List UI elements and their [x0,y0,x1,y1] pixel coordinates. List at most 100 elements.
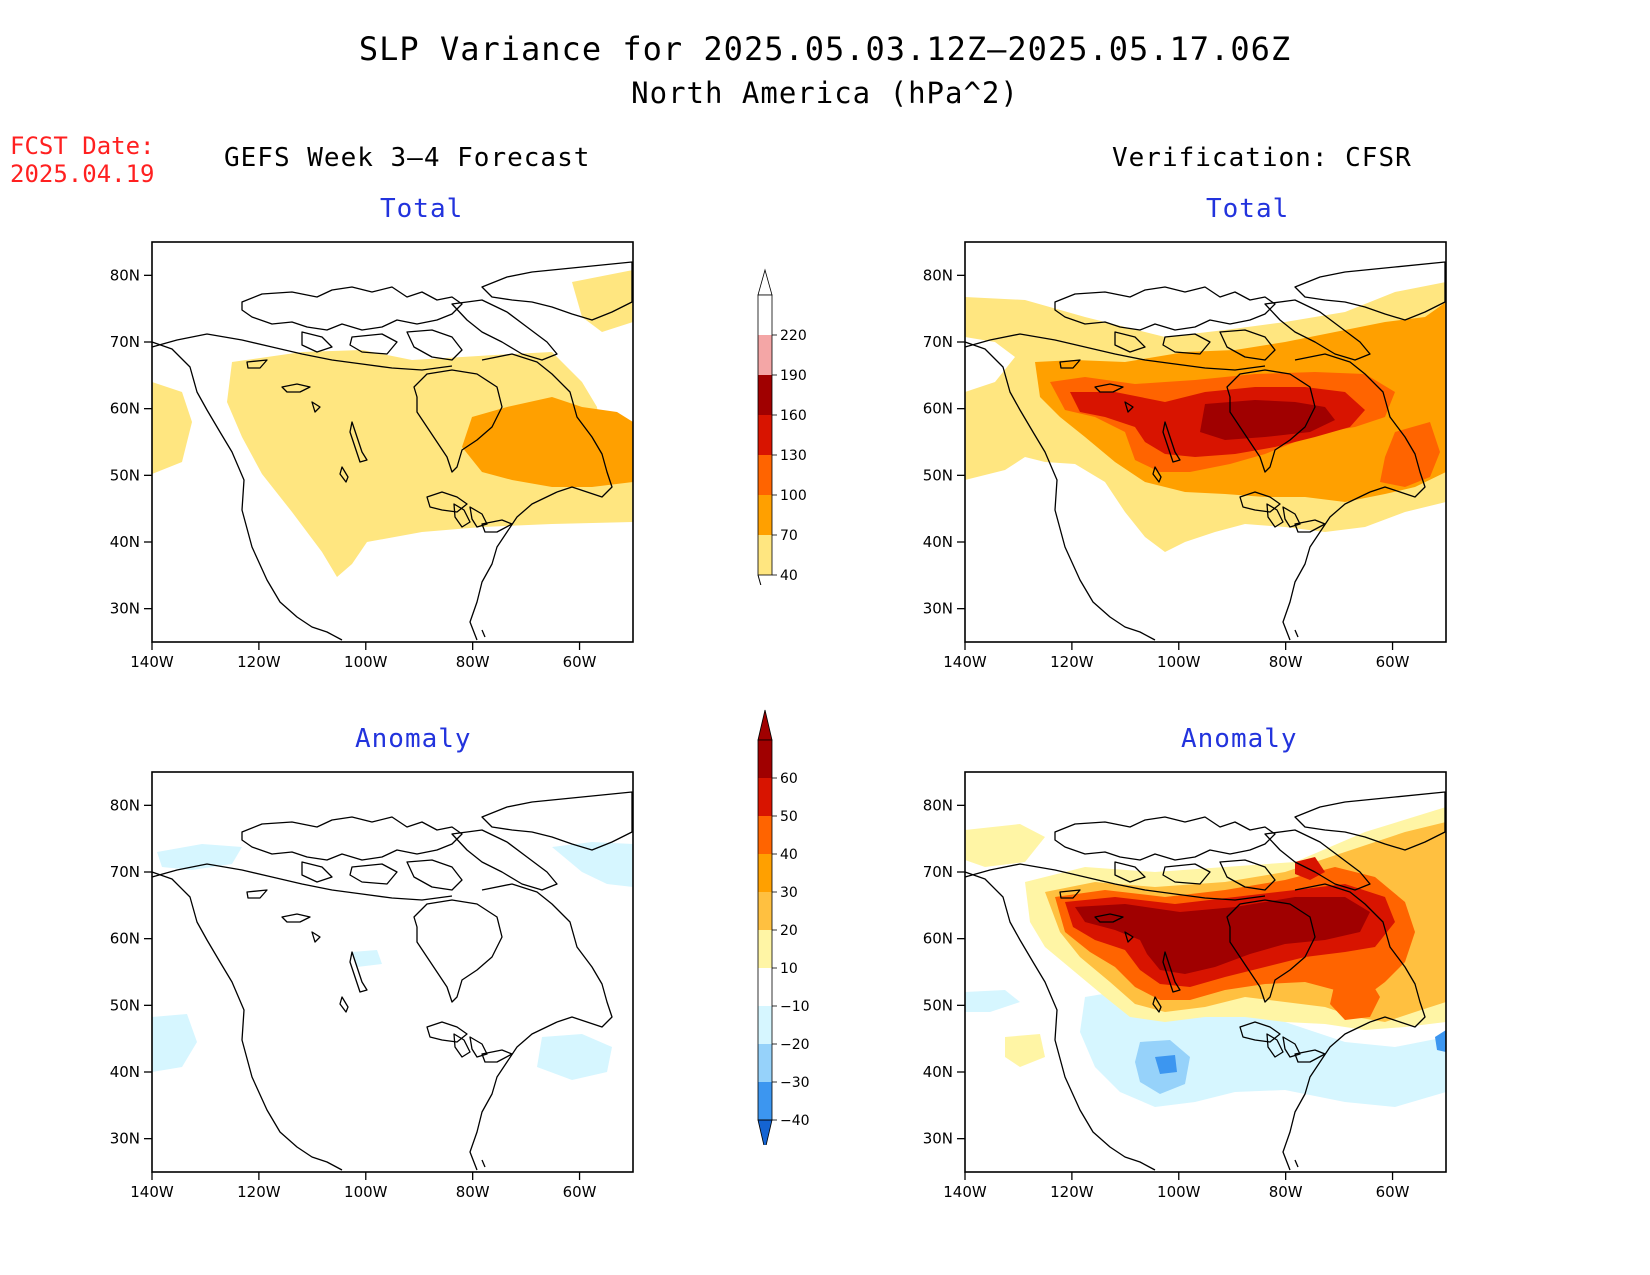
lon-label: 120W [237,1183,281,1201]
colorbar-label: −20 [780,1037,810,1053]
lon-label: 120W [1050,1183,1094,1201]
colorbar-segment [758,816,772,854]
colorbar-segment [758,892,772,930]
colorbar-segment [758,854,772,892]
lon-label: 80W [1269,653,1303,671]
panel-subtitle-gefs-total: Total [380,194,464,224]
lon-label: 80W [1269,1183,1303,1201]
colorbar-label: 30 [780,885,798,901]
colorbar-label: 70 [780,528,798,544]
lon-label: 100W [1157,1183,1201,1201]
lat-label: 80N [923,796,953,814]
axis-labels-cfsr-anomaly: 80N 70N 60N 50N 40N 30N 140W 120W 100W 80W 60W [923,796,1410,1201]
axis-labels-gefs-anomaly: 80N 70N 60N 50N 40N 30N 140W 120W 100W 80W 60W [110,796,597,1201]
lat-label: 50N [923,466,953,484]
colorbar-label: 220 [780,328,807,344]
lat-label: 60N [923,400,953,418]
colorbar-top-arrow [757,268,773,296]
lat-label: 70N [923,333,953,351]
lat-label: 70N [110,863,140,881]
colorbar-label: −10 [780,999,810,1015]
lon-label: 120W [1050,653,1094,671]
fcst-date-label: FCST Date: [10,132,155,160]
lat-label: 30N [923,600,953,618]
lat-label: 50N [110,996,140,1014]
colorbar-bottom-arrow [757,574,762,585]
fcst-date-value: 2025.04.19 [10,160,155,188]
colorbar-label: 160 [780,408,807,424]
variance-shading [152,270,633,577]
lat-label: 50N [923,996,953,1014]
colorbar-segment [758,375,772,415]
lon-label: 60W [563,1183,597,1201]
lon-label: 60W [1376,1183,1410,1201]
main-title: SLP Variance for 2025.05.03.12Z–2025.05.… [358,30,1292,68]
axis-labels-gefs-total: 80N 70N 60N 50N 40N 30N 140W 120W 100W 80W 60W [110,266,597,671]
right-column-title: Verification: CFSR [1112,143,1412,173]
lon-label: 100W [344,653,388,671]
colorbar-segment [758,455,772,495]
colorbar-label: 50 [780,809,798,825]
left-column-title: GEFS Week 3–4 Forecast [224,143,591,173]
lat-label: 80N [110,266,140,284]
colorbar-total: 220 190 160 130 100 70 40 [757,268,807,585]
colorbar-label: 20 [780,923,798,939]
lat-label: 80N [110,796,140,814]
panel-subtitle-cfsr-total: Total [1206,194,1290,224]
map-panel-cfsr-total [964,241,1447,643]
lon-label: 80W [456,1183,490,1201]
colorbar-label: 40 [780,847,798,863]
colorbar-segment [758,778,772,816]
colorbar-segment [758,495,772,535]
colorbar-top-arrow [757,709,773,741]
map-panel-gefs-total [151,241,634,643]
colorbar-anomaly: 60 50 40 30 20 10 −10 −20 −30 −40 [757,709,810,1145]
colorbar-label: −30 [780,1075,810,1091]
lat-label: 50N [110,466,140,484]
colorbar-label: 130 [780,448,807,464]
colorbar-frame [757,294,773,576]
colorbar-label: 100 [780,488,807,504]
panel-subtitle-gefs-anomaly: Anomaly [355,724,472,754]
lat-label: 60N [110,400,140,418]
colorbar-segment [758,1044,772,1082]
lon-label: 60W [1376,653,1410,671]
lat-label: 30N [110,1130,140,1148]
lat-label: 30N [110,600,140,618]
anomaly-shading [152,842,633,1080]
colorbar-segment [758,1006,772,1044]
anomaly-shading [965,807,1446,1107]
lat-label: 40N [110,533,140,551]
colorbar-segment [758,335,772,375]
colorbar-segment [758,295,772,335]
lon-label: 80W [456,653,490,671]
lon-label: 100W [1157,653,1201,671]
lat-label: 60N [110,930,140,948]
lat-label: 40N [923,1063,953,1081]
lon-label: 140W [130,1183,174,1201]
map-panel-cfsr-anomaly [964,771,1447,1173]
lat-label: 40N [923,533,953,551]
lon-label: 100W [344,1183,388,1201]
lon-label: 60W [563,653,597,671]
colorbar-label: 10 [780,961,798,977]
panel-subtitle-cfsr-anomaly: Anomaly [1181,724,1298,754]
colorbar-segment [758,740,772,778]
colorbar-label: −40 [780,1113,810,1129]
colorbar-segment [758,415,772,455]
colorbar-segment [758,1082,772,1120]
map-panel-gefs-anomaly [151,771,634,1173]
colorbar-label: 40 [780,568,798,584]
lon-label: 140W [943,653,987,671]
axis-labels-cfsr-total: 80N 70N 60N 50N 40N 30N 140W 120W 100W 80W 60W [923,266,1410,671]
main-subtitle: North America (hPa^2) [631,76,1019,110]
lon-label: 120W [237,653,281,671]
colorbar-segment [758,930,772,968]
lat-label: 60N [923,930,953,948]
colorbar-label: 190 [780,368,807,384]
lat-label: 80N [923,266,953,284]
lon-label: 140W [943,1183,987,1201]
colorbar-segment [758,535,772,575]
lon-label: 140W [130,653,174,671]
colorbar-bottom-arrow [757,1119,773,1145]
